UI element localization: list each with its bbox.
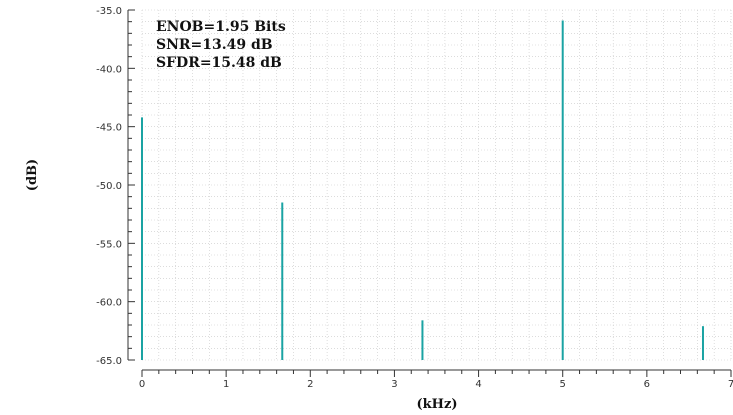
grid bbox=[141, 9, 732, 361]
y-tick-label: -35.0 bbox=[96, 6, 122, 17]
y-tick-labels: -35.0 -40.0 -45.0 -50.0 -55.0 -60.0 -65.0 bbox=[96, 6, 122, 367]
y-tick-label: -45.0 bbox=[96, 123, 122, 134]
annotation-text: ENOB=1.95 Bits bbox=[156, 19, 286, 35]
x-tick-label: 7 bbox=[728, 379, 733, 390]
x-tick-label: 5 bbox=[560, 379, 566, 390]
y-tick-label: -65.0 bbox=[96, 356, 122, 367]
x-tick-label: 1 bbox=[223, 379, 229, 390]
y-tick-label: -60.0 bbox=[96, 298, 122, 309]
y-tick-label: -40.0 bbox=[96, 64, 122, 75]
y-tick-label: -55.0 bbox=[96, 239, 122, 250]
y-axis-label: (dB) bbox=[25, 159, 40, 191]
x-tick-label: 2 bbox=[307, 379, 313, 390]
annotation-text: SFDR=15.48 dB bbox=[156, 55, 282, 71]
annotations: ENOB=1.95 Bits SNR=13.49 dB SFDR=15.48 dB bbox=[156, 19, 286, 71]
x-axis-label: (kHz) bbox=[417, 397, 458, 412]
x-tick-label: 6 bbox=[644, 379, 650, 390]
y-tick-label: -50.0 bbox=[96, 181, 122, 192]
axes bbox=[127, 9, 732, 377]
annotation-text: SNR=13.49 dB bbox=[156, 37, 273, 53]
x-tick-label: 0 bbox=[139, 379, 145, 390]
x-tick-label: 3 bbox=[391, 379, 397, 390]
bars bbox=[141, 20, 704, 360]
x-tick-labels: 0 1 2 3 4 5 6 7 bbox=[139, 379, 733, 390]
x-tick-label: 4 bbox=[475, 379, 481, 390]
